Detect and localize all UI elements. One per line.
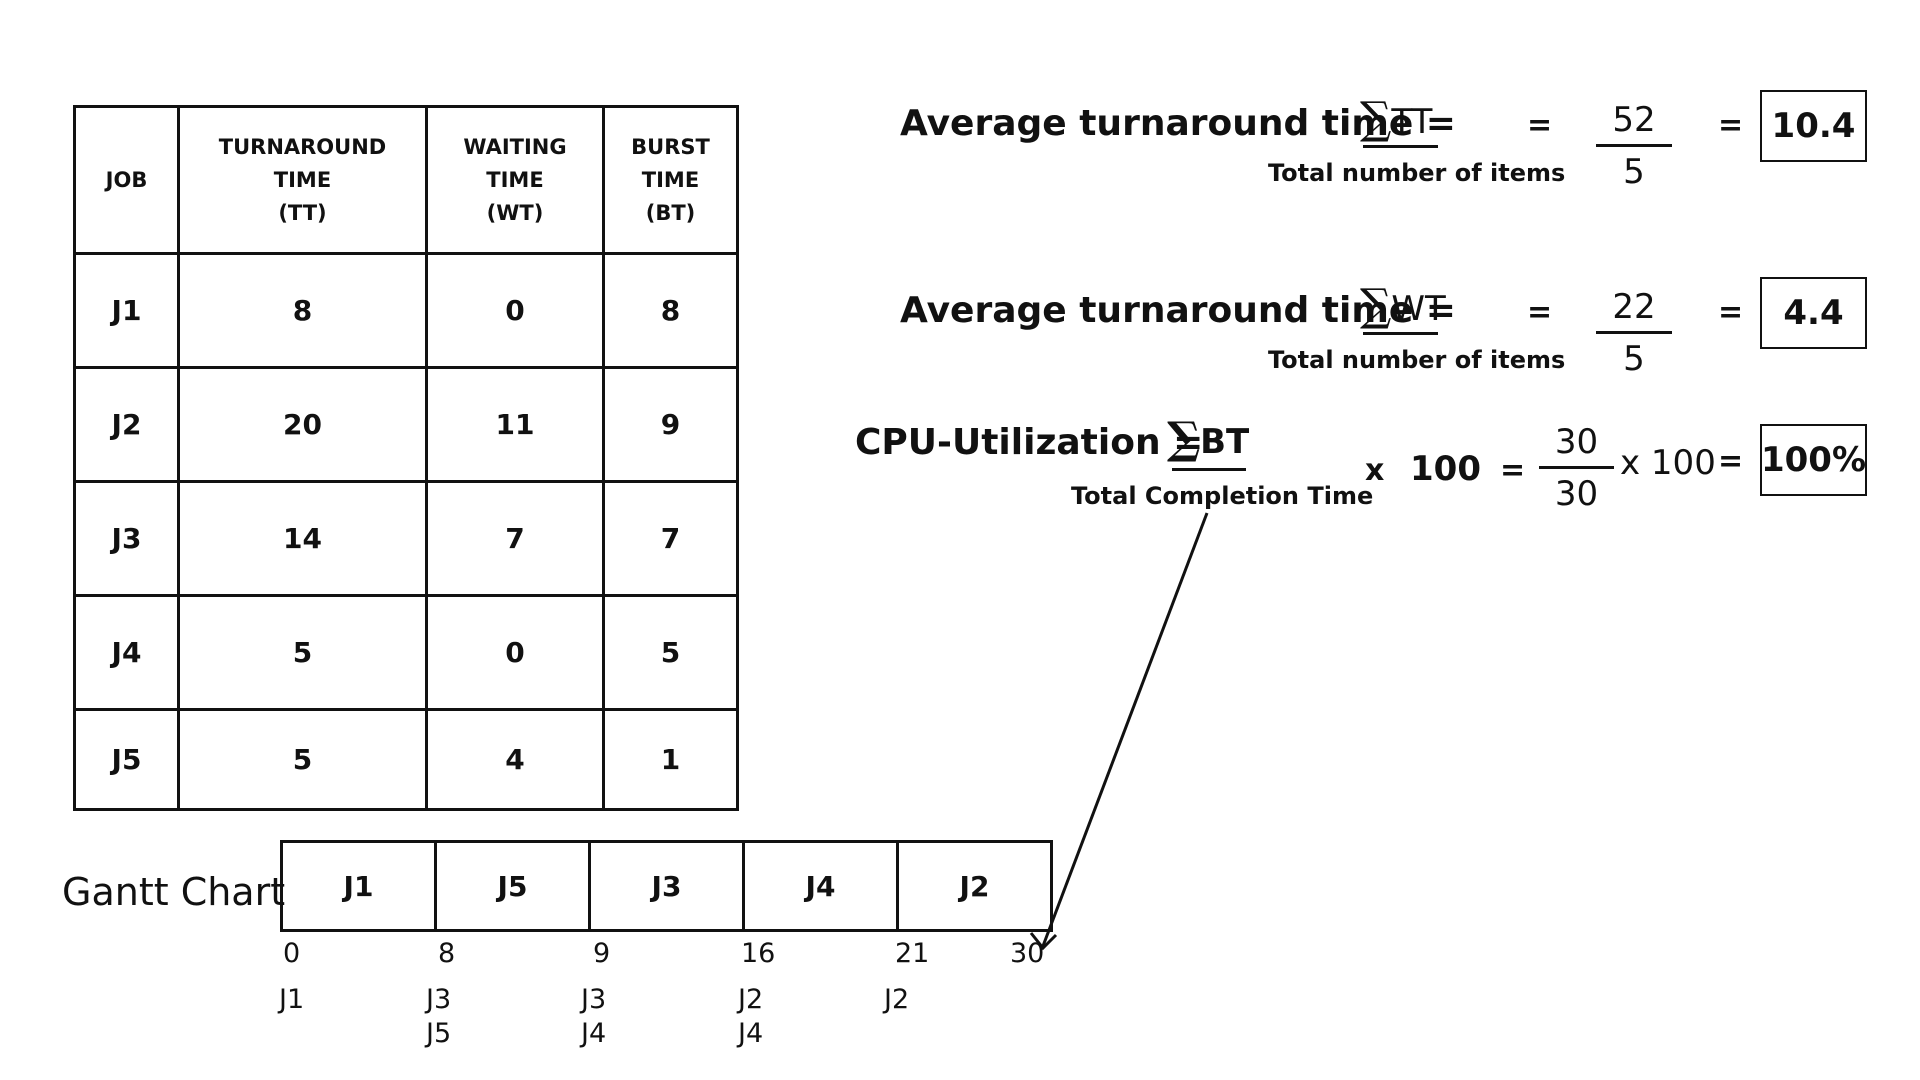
- denominator-value: 5: [1623, 152, 1645, 192]
- cell-job: J5: [73, 708, 180, 811]
- cell-job: J4: [73, 594, 180, 711]
- denominator-label: Total Completion Time: [1071, 482, 1374, 510]
- queue-item: J4: [738, 1018, 764, 1049]
- time-tick: 9: [593, 938, 611, 969]
- cell-tt: 8: [177, 252, 428, 369]
- gantt-segment: J2: [959, 869, 990, 903]
- fraction-bar: [1363, 332, 1438, 335]
- time-tick: 0: [283, 938, 301, 969]
- sigma-icon: ∑: [1360, 280, 1392, 331]
- equals-sign: =: [1718, 108, 1744, 143]
- numerator-value: 30: [1554, 422, 1599, 462]
- ready-queue: J3 J5: [426, 983, 451, 1051]
- queue-item: J2: [738, 984, 764, 1015]
- cell-bt: 9: [602, 366, 739, 483]
- header-waiting-time: WAITING TIME (WT): [425, 105, 605, 255]
- denominator-value: 30: [1554, 474, 1599, 514]
- gantt-segment: J5: [437, 843, 591, 929]
- denominator-label: Total number of items: [1268, 346, 1566, 374]
- ready-queue: J3 J4: [581, 983, 606, 1051]
- time-tick: 30: [1010, 938, 1045, 969]
- formula-label: Average turnaround time =: [900, 290, 1456, 331]
- cell-bt: 5: [602, 594, 739, 711]
- numerator-value: 52: [1612, 100, 1656, 140]
- sigma-numerator: ∑BT: [1167, 413, 1249, 464]
- queue-item: J5: [426, 1018, 452, 1049]
- equals-sign: =: [1527, 108, 1553, 143]
- queue-item: J1: [279, 984, 305, 1015]
- result-box: 100%: [1760, 424, 1867, 496]
- table-row: J3 14 7 7: [73, 480, 739, 597]
- cell-tt: 14: [177, 480, 428, 597]
- denominator-label: Total number of items: [1268, 159, 1566, 187]
- result-box: 10.4: [1760, 90, 1867, 162]
- cell-wt: 4: [425, 708, 605, 811]
- result-box: 4.4: [1760, 277, 1867, 349]
- time-tick: 21: [895, 938, 930, 969]
- numerator-value: 22: [1612, 287, 1656, 327]
- numerator-symbol: TT: [1391, 102, 1433, 142]
- sigma-icon: ∑: [1360, 93, 1392, 144]
- table-row: J2 20 11 9: [73, 366, 739, 483]
- gantt-segment: J1: [283, 843, 437, 929]
- queue-item: J2: [884, 984, 910, 1015]
- sigma-numerator: ∑TT: [1360, 93, 1432, 144]
- queue-item: J4: [581, 1018, 607, 1049]
- cell-job: J2: [73, 366, 180, 483]
- cell-wt: 0: [425, 594, 605, 711]
- cell-tt: 5: [177, 708, 428, 811]
- fraction-bar: [1539, 466, 1614, 469]
- fraction-bar: [1363, 145, 1438, 148]
- equals-sign: =: [1500, 453, 1526, 488]
- cell-wt: 7: [425, 480, 605, 597]
- cell-job: J1: [73, 252, 180, 369]
- cell-wt: 11: [425, 366, 605, 483]
- gantt-segment: J3: [591, 843, 745, 929]
- cell-tt: 20: [177, 366, 428, 483]
- table-header-row: JOB TURNAROUND TIME (TT) WAITING TIME (WT) B…: [73, 105, 739, 255]
- formula-label: CPU-Utilization =: [855, 422, 1204, 463]
- cell-job: J3: [73, 480, 180, 597]
- queue-item: J3: [581, 984, 607, 1015]
- equals-sign: =: [1718, 444, 1744, 479]
- ready-queue: J1: [279, 983, 304, 1017]
- ready-queue: J2: [884, 983, 909, 1017]
- cell-bt: 1: [602, 708, 739, 811]
- ready-queue: J2 J4: [738, 983, 763, 1051]
- hundred-value: 100: [1410, 449, 1481, 489]
- fraction-bar: [1596, 144, 1672, 147]
- numerator-symbol: BT: [1200, 422, 1250, 462]
- cell-bt: 8: [602, 252, 739, 369]
- header-turnaround-time: TURNAROUND TIME (TT): [177, 105, 428, 255]
- numerator-symbol: WT: [1391, 289, 1446, 329]
- sigma-numerator: ∑WT: [1360, 280, 1446, 331]
- time-tick: 16: [741, 938, 776, 969]
- gantt-segment: J4: [745, 843, 899, 929]
- table-row: J5 5 4 1: [73, 708, 739, 811]
- denominator-value: 5: [1623, 339, 1645, 379]
- header-burst-time: BURST TIME (BT): [602, 105, 739, 255]
- fraction-bar: [1172, 468, 1246, 471]
- cell-tt: 5: [177, 594, 428, 711]
- fraction-bar: [1596, 331, 1672, 334]
- cell-bt: 7: [602, 480, 739, 597]
- job-table: JOB TURNAROUND TIME (TT) WAITING TIME (WT) B…: [73, 105, 739, 811]
- queue-item: J3: [426, 984, 452, 1015]
- sigma-icon: ∑: [1167, 413, 1201, 464]
- formula-label: Average turnaround time =: [900, 103, 1456, 144]
- time-tick: 8: [438, 938, 456, 969]
- arrow-head-icon: [1029, 932, 1058, 951]
- table-row: J1 8 0 8: [73, 252, 739, 369]
- times-sign: x: [1365, 453, 1385, 488]
- equals-sign: =: [1527, 295, 1553, 330]
- times-hundred: x 100: [1620, 443, 1716, 483]
- table-row: J4 5 0 5: [73, 594, 739, 711]
- cell-wt: 0: [425, 252, 605, 369]
- equals-sign: =: [1718, 295, 1744, 330]
- gantt-bar: J1 J5 J3 J4 J2: [280, 840, 1053, 932]
- header-job: JOB: [73, 105, 180, 255]
- arrow-line: [1041, 512, 1209, 947]
- gantt-title: Gantt Chart: [62, 870, 286, 914]
